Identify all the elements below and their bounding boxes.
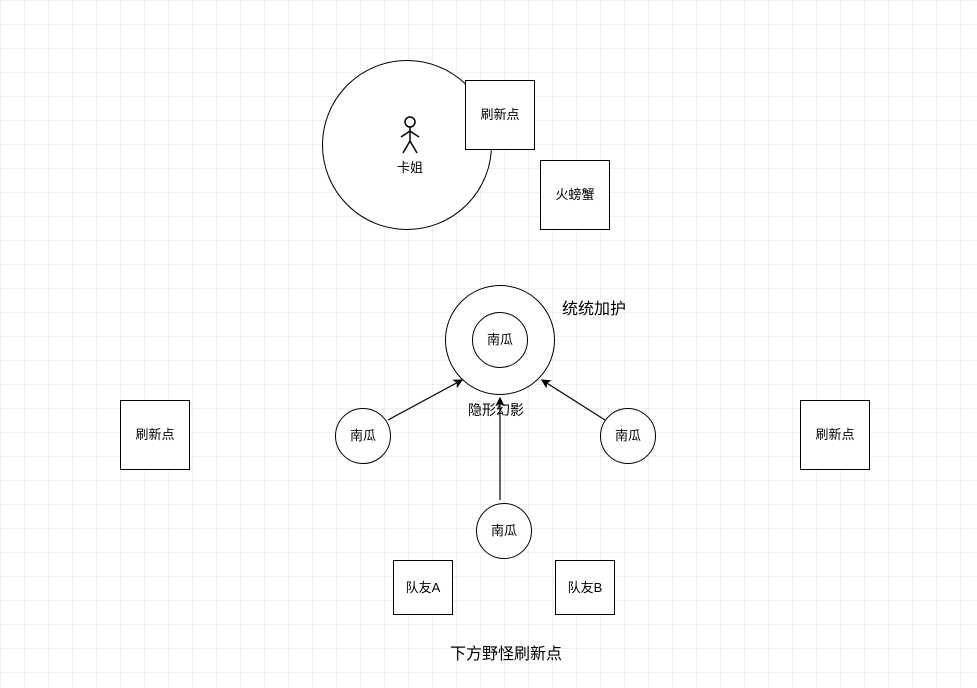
node-refresh-top: 刷新点 <box>465 80 535 150</box>
node-pumpkin-left-label: 南瓜 <box>350 428 376 444</box>
node-ally-a-label: 队友A <box>406 580 441 596</box>
node-refresh-right: 刷新点 <box>800 400 870 470</box>
node-refresh-top-label: 刷新点 <box>480 107 519 123</box>
text-bottom-spawn: 下方野怪刷新点 <box>450 640 562 664</box>
node-pumpkin-bottom-label: 南瓜 <box>491 523 517 539</box>
node-fire-crab: 火螃蟹 <box>540 160 610 230</box>
node-pumpkin-center-label: 南瓜 <box>487 332 513 348</box>
node-pumpkin-bottom: 南瓜 <box>476 503 532 559</box>
node-refresh-left: 刷新点 <box>120 400 190 470</box>
diagram-canvas: 卡姐 刷新点 火螃蟹 南瓜 南瓜 南瓜 南瓜 刷新点 刷新点 队友A 队友B 统… <box>0 0 977 688</box>
node-fire-crab-label: 火螃蟹 <box>555 187 594 203</box>
node-refresh-right-label: 刷新点 <box>815 427 854 443</box>
text-shield-all: 统统加护 <box>562 295 626 319</box>
node-pumpkin-right-label: 南瓜 <box>615 428 641 444</box>
edge-left-to-center <box>388 380 462 420</box>
node-pumpkin-left: 南瓜 <box>335 408 391 464</box>
person-figure: 卡姐 <box>395 115 425 176</box>
node-ally-b-label: 队友B <box>568 580 603 596</box>
text-stealth: 隐形幻影 <box>468 400 524 420</box>
node-refresh-left-label: 刷新点 <box>135 427 174 443</box>
node-pumpkin-center: 南瓜 <box>472 312 528 368</box>
node-ally-b: 队友B <box>555 560 615 615</box>
node-ally-a: 队友A <box>393 560 453 615</box>
stick-figure-icon <box>395 115 425 155</box>
edge-right-to-center <box>542 380 605 420</box>
node-pumpkin-right: 南瓜 <box>600 408 656 464</box>
person-label: 卡姐 <box>395 160 425 176</box>
